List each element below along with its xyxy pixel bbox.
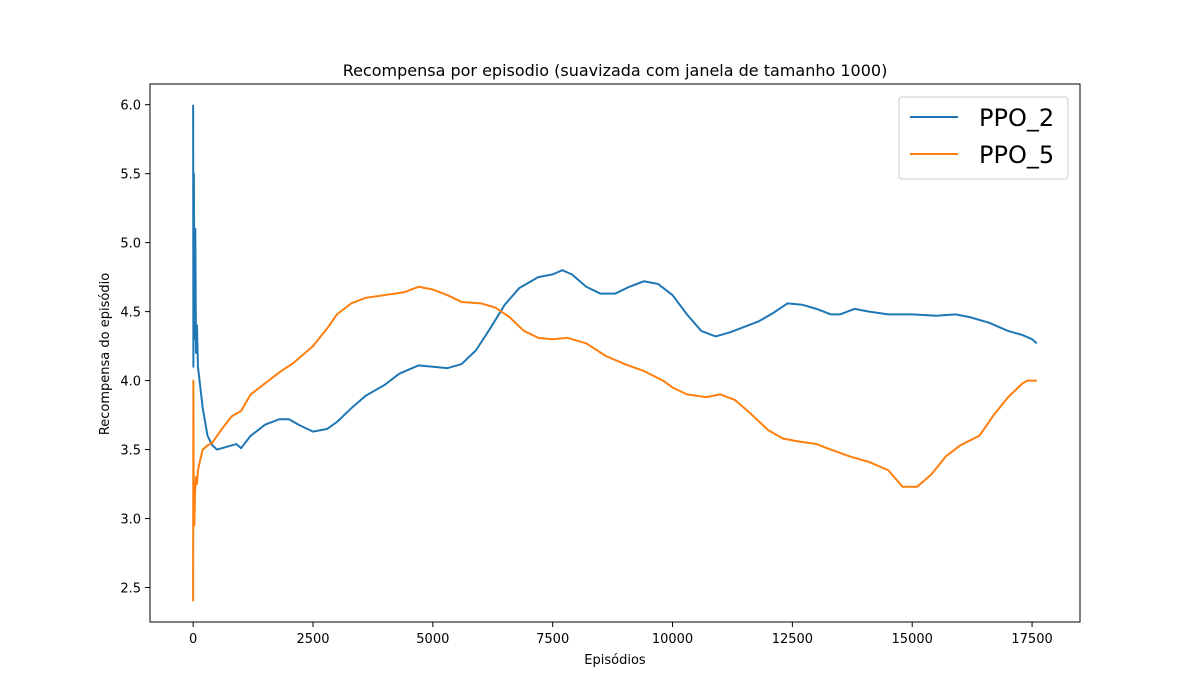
y-axis-label: Recompensa do episódio <box>98 273 113 435</box>
x-tick-label: 2500 <box>296 632 329 647</box>
y-tick-label: 2.5 <box>120 582 141 597</box>
x-tick-label: 7500 <box>536 632 569 647</box>
series-line-ppo-2 <box>192 104 1038 451</box>
x-axis: 0 2500 5000 7500 10000 12500 15000 17500 <box>189 622 1053 647</box>
x-tick-label: 5000 <box>416 632 449 647</box>
y-axis: 2.5 3.0 3.5 4.0 4.5 5.0 5.5 6.0 <box>120 99 150 597</box>
y-tick-label: 5.5 <box>120 168 141 183</box>
x-axis-label: Episódios <box>584 653 646 668</box>
series-line-ppo-5 <box>192 285 1037 602</box>
x-tick-label: 12500 <box>772 632 813 647</box>
y-tick-label: 5.0 <box>120 237 141 252</box>
legend-label-ppo-5: PPO_5 <box>979 141 1054 169</box>
x-tick-label: 17500 <box>1011 632 1052 647</box>
x-tick-label: 10000 <box>652 632 693 647</box>
plot-area <box>149 83 1081 623</box>
y-tick-label: 3.5 <box>120 444 141 459</box>
x-tick-label: 0 <box>189 632 197 647</box>
series-lines <box>192 104 1038 602</box>
y-tick-label: 6.0 <box>120 99 141 114</box>
chart-title: Recompensa por episodio (suavizada com j… <box>343 61 888 80</box>
x-tick-label: 15000 <box>892 632 933 647</box>
legend: PPO_2 PPO_5 <box>898 96 1069 180</box>
y-tick-label: 4.5 <box>120 306 141 321</box>
y-tick-label: 3.0 <box>120 513 141 528</box>
y-tick-label: 4.0 <box>120 375 141 390</box>
legend-label-ppo-2: PPO_2 <box>979 104 1054 132</box>
